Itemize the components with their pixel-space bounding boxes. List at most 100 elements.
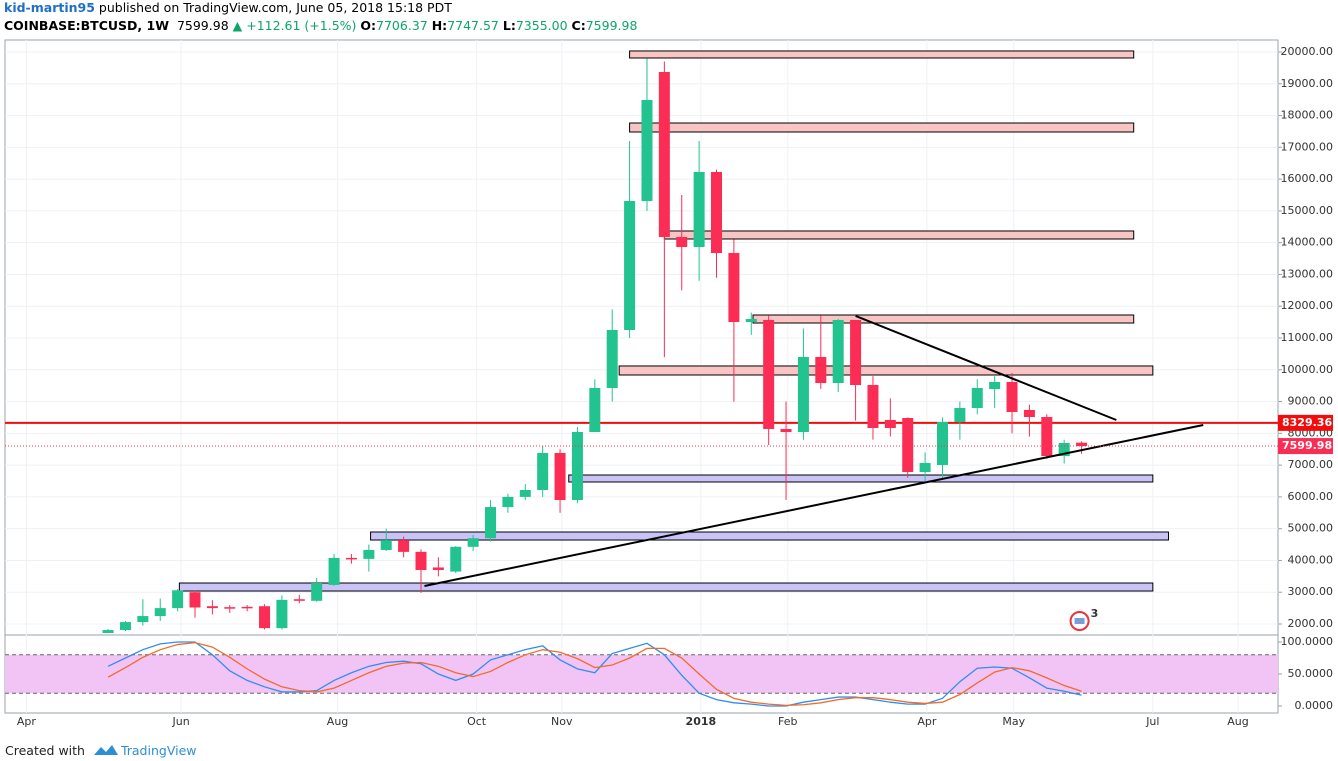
symbol: COINBASE:BTCUSD, 1W	[4, 18, 169, 33]
y-tick-label: 4000.00	[1288, 553, 1334, 566]
y-tick-label: 9000.00	[1288, 395, 1334, 408]
x-tick-label: Apr	[917, 715, 937, 728]
candle-body	[1058, 443, 1070, 456]
author[interactable]: kid-martin95	[4, 0, 95, 15]
event-flag	[1074, 618, 1085, 624]
candle-body	[154, 608, 166, 617]
zone	[568, 474, 1154, 483]
y-tick-label: 2000.00	[1288, 617, 1334, 630]
candle-body	[606, 330, 618, 388]
ohlc: O:7706.37 H:7747.57 L:7355.00 C:7599.98	[360, 18, 637, 33]
logo	[93, 745, 118, 755]
candle-body	[241, 606, 253, 609]
y-tick-label: 15000.00	[1281, 204, 1334, 217]
candle-body	[641, 99, 653, 201]
candle-body	[119, 622, 131, 631]
candle-body	[815, 356, 827, 384]
candle-body	[1023, 409, 1035, 418]
candle-body	[693, 172, 705, 247]
arrow: ▲	[232, 18, 243, 33]
axes: Apr Jun Aug Oct Nov 2018 Feb Apr May Jul Aug 2000.0…	[17, 45, 1333, 728]
x-tick-label: Aug	[1227, 715, 1248, 728]
candle-body	[571, 432, 583, 501]
y-tick-label: 14000.00	[1281, 236, 1334, 249]
candle-body	[1041, 417, 1053, 456]
candle-body	[363, 549, 375, 559]
candle-body	[328, 557, 340, 585]
zone	[663, 230, 1135, 240]
candle-body	[1006, 381, 1018, 412]
ohlc-value: 7355.00	[515, 18, 568, 33]
candle-body	[902, 417, 914, 473]
header-line-2: COINBASE:BTCUSD, 1W 7599.98 ▲ +112.61 (+…	[4, 18, 637, 33]
candle-body	[658, 71, 670, 237]
y-tick-label: 50.0000	[1288, 667, 1334, 680]
price-label-box	[1278, 438, 1333, 455]
candle-body	[624, 200, 636, 331]
candle-body	[415, 551, 427, 570]
zone	[370, 531, 1169, 541]
x-tick-label: Apr	[17, 715, 37, 728]
candle-body	[850, 319, 862, 386]
ohlc-value: 7599.98	[585, 18, 638, 33]
stoch-line	[107, 641, 1082, 707]
y-tick-label: 3000.00	[1288, 585, 1334, 598]
stoch-pane	[5, 641, 1278, 707]
candle-body	[398, 540, 410, 552]
candle-body	[189, 592, 201, 608]
candle-body	[293, 599, 305, 601]
header-line-1: kid-martin95 published on TradingView.co…	[4, 0, 452, 15]
candle-body	[554, 453, 566, 501]
candle-body	[137, 616, 149, 623]
candle-body	[867, 385, 879, 429]
zone	[629, 122, 1135, 133]
price: 7599.98	[176, 18, 229, 33]
candle-body	[832, 319, 844, 384]
candle-body	[432, 567, 444, 570]
y-tick-label: 7000.00	[1288, 458, 1334, 471]
candle-body	[728, 253, 740, 322]
event-count: 3	[1091, 607, 1099, 620]
x-tick-label: Nov	[551, 715, 573, 728]
ohlc-label: H:	[431, 18, 448, 33]
trend-line	[855, 315, 1117, 421]
y-tick-label: 19000.00	[1281, 77, 1334, 90]
candle-body	[172, 590, 184, 609]
candle-body	[224, 607, 236, 609]
x-tick-label: Feb	[778, 715, 797, 728]
grid	[5, 40, 1278, 713]
candle-body	[380, 540, 392, 550]
x-tick-label: 2018	[686, 715, 717, 728]
x-tick-label: Oct	[467, 715, 487, 728]
brand[interactable]: TradingView	[120, 743, 197, 758]
level-label: 8329.36	[1282, 416, 1332, 429]
footer: Created with TradingView	[5, 741, 196, 758]
candle-body	[259, 606, 271, 629]
candle-body	[884, 419, 896, 429]
zone	[752, 314, 1135, 324]
zone	[629, 50, 1135, 59]
ohlc-label: O:	[360, 18, 377, 33]
ohlc-label: C:	[571, 18, 586, 33]
candle-body	[206, 606, 218, 609]
level-label-box	[1278, 414, 1333, 431]
ohlc-label: L:	[502, 18, 516, 33]
candle-body	[676, 236, 688, 247]
y-tick-label: 100.0000	[1281, 635, 1334, 648]
price-label: 7599.98	[1282, 439, 1332, 452]
created-with: Created with	[5, 743, 85, 758]
y-tick-label: 6000.00	[1288, 490, 1334, 503]
candle-body	[519, 490, 531, 497]
candle-body	[467, 538, 479, 547]
y-tick-label: 10000.00	[1281, 363, 1334, 376]
candle-body	[1076, 442, 1088, 447]
x-tick-label: Jun	[172, 715, 190, 728]
y-tick-label: 5000.00	[1288, 522, 1334, 535]
zone	[178, 582, 1154, 592]
candle-body	[711, 172, 723, 254]
y-tick-label: 20000.00	[1281, 45, 1334, 58]
candle-body	[745, 318, 757, 322]
stoch-line	[107, 641, 1082, 707]
